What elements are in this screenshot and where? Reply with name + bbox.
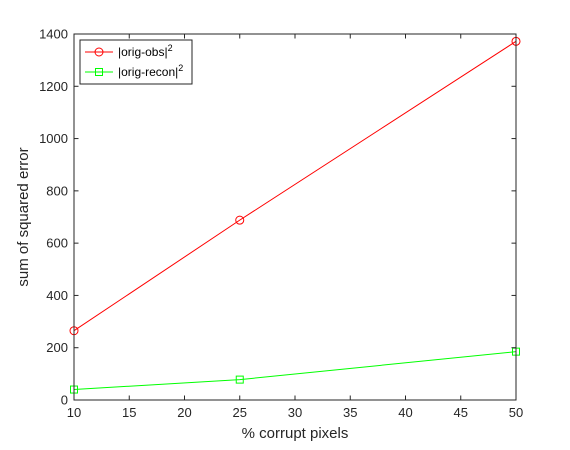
legend-box [79,39,193,85]
legend-label-superscript: 2 [168,43,173,53]
legend-label-superscript: 2 [178,63,183,73]
y-tick-label: 1000 [39,131,68,146]
x-tick-label: 35 [343,405,357,420]
data-point-circle [235,215,245,225]
x-axis-label: % corrupt pixels [242,425,349,442]
x-tick-label: 25 [233,405,247,420]
legend-label-text: |orig-recon| [118,65,178,79]
x-tick-label: 20 [177,405,191,420]
legend-marker-circle [94,47,104,57]
plot-area [74,34,516,400]
y-tick-label: 600 [46,236,68,251]
y-tick-label: 1200 [39,79,68,94]
series-line-1 [73,351,517,391]
x-tick-label: 50 [509,405,523,420]
x-tick-label: 10 [67,405,81,420]
x-tick-label: 30 [288,405,302,420]
y-tick-label: 400 [46,288,68,303]
legend-label: |orig-obs|2 [118,43,173,59]
x-tick-label: 45 [454,405,468,420]
y-tick-label: 0 [61,393,68,408]
y-tick-label: 200 [46,340,68,355]
data-point-square [235,375,244,384]
legend-label-text: |orig-obs| [118,45,168,59]
legend-label: |orig-recon|2 [118,63,183,79]
y-tick-label: 1400 [39,27,68,42]
legend: |orig-obs|2|orig-recon|2 [79,39,193,85]
plot-background [74,34,516,400]
series-line-0 [73,40,517,332]
y-tick-label: 800 [46,183,68,198]
x-tick-label: 40 [398,405,412,420]
ticks-layer: 10 15 20 25 30 35 40 45 50 0 200 400 600 800 1000 1200 1… [39,27,523,421]
x-tick-label: 15 [122,405,136,420]
legend-marker-square [95,68,103,76]
y-axis-label: sum of squared error [15,147,32,286]
